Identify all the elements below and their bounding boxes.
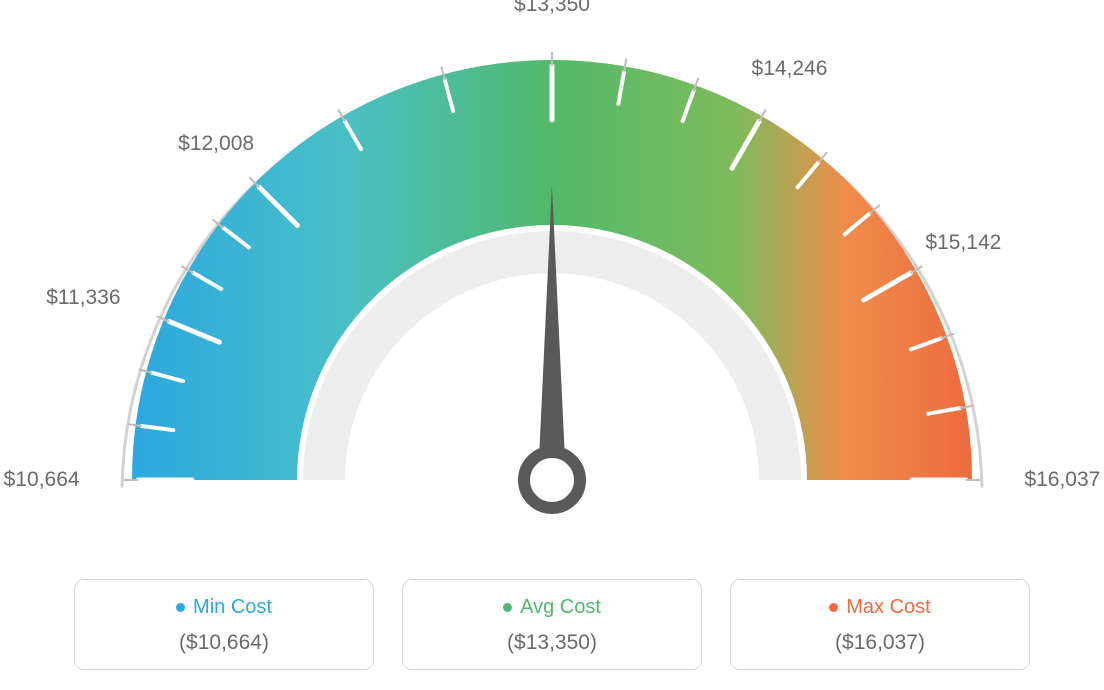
legend-value-avg: ($13,350) xyxy=(413,631,691,655)
gauge-svg xyxy=(0,0,1104,560)
legend-card-max: Max Cost ($16,037) xyxy=(730,579,1030,670)
legend-title-max: Max Cost xyxy=(846,596,930,619)
dot-icon xyxy=(829,603,838,612)
legend-card-avg: Avg Cost ($13,350) xyxy=(402,579,702,670)
gauge-tick-label: $13,350 xyxy=(514,0,590,17)
legend-title-min: Min Cost xyxy=(193,596,272,619)
gauge-tick-label: $16,037 xyxy=(1024,468,1100,492)
gauge-tick-label: $15,142 xyxy=(925,231,1001,255)
gauge-tick-label: $14,246 xyxy=(752,57,828,81)
gauge-tick-label: $11,336 xyxy=(46,286,120,310)
cost-gauge: $10,664 $11,336 $12,008 $13,350 $14,246 $15,1… xyxy=(0,0,1104,560)
dot-icon xyxy=(503,603,512,612)
legend-card-min: Min Cost ($10,664) xyxy=(74,579,374,670)
legend-row: Min Cost ($10,664) Avg Cost ($13,350) Ma… xyxy=(0,579,1104,670)
gauge-tick-label: $12,008 xyxy=(178,132,254,156)
legend-value-min: ($10,664) xyxy=(85,631,363,655)
legend-title-avg: Avg Cost xyxy=(520,596,601,619)
gauge-tick-label: $10,664 xyxy=(4,468,80,492)
dot-icon xyxy=(176,603,185,612)
legend-value-max: ($16,037) xyxy=(741,631,1019,655)
